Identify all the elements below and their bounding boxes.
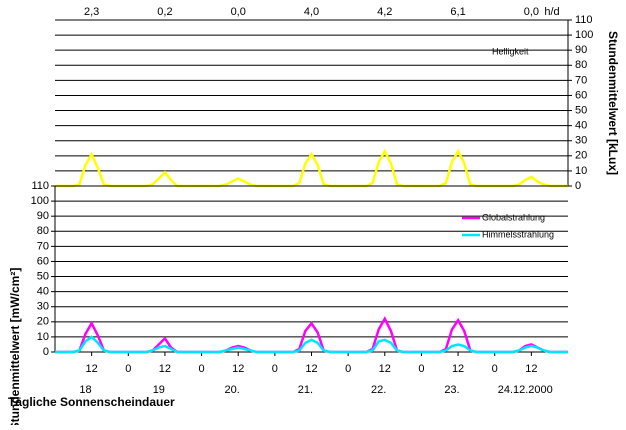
- x-tick-label: 12: [452, 363, 464, 375]
- sunshine-label: 2,3: [84, 6, 99, 18]
- y-tick-label: 0: [43, 346, 49, 358]
- x-tick-label: 12: [86, 363, 98, 375]
- y-tick-label: 50: [37, 270, 49, 282]
- day-label: 19: [153, 384, 165, 396]
- x-tick-label: 12: [159, 363, 171, 375]
- sunshine-label: 4,2: [377, 6, 392, 18]
- day-label: 24.12.2000: [498, 384, 553, 396]
- x-tick-label: 0: [199, 363, 205, 375]
- sunshine-label: 0,0: [231, 6, 246, 18]
- x-tick-label: 0: [345, 363, 351, 375]
- day-label: 22.: [371, 384, 386, 396]
- y-tick-label: 10: [37, 331, 49, 343]
- y-tick-label: 30: [37, 301, 49, 313]
- y-tick-label: 10: [575, 165, 587, 177]
- sunshine-label: 0,0: [524, 6, 539, 18]
- legend-label: Himmelsstrahlung: [482, 229, 554, 239]
- y-tick-label: 0: [575, 180, 581, 192]
- y-tick-label: 40: [575, 120, 587, 132]
- x-tick-label: 12: [232, 363, 244, 375]
- y-axis-label: Stundenmittelwert [mW/cm²]: [8, 268, 22, 425]
- x-tick-label: 0: [418, 363, 424, 375]
- y-tick-label: 90: [575, 44, 587, 56]
- x-tick-label: 12: [379, 363, 391, 375]
- x-axis-label: Tägliche Sonnenscheindauer: [8, 395, 175, 409]
- data-line: [55, 335, 568, 354]
- x-tick-label: 12: [305, 363, 317, 375]
- sunshine-label: 6,1: [450, 6, 465, 18]
- day-label: 21.: [298, 384, 313, 396]
- legend-label: Globalstrahlung: [482, 212, 545, 222]
- y-tick-label: 100: [31, 195, 49, 207]
- x-tick-label: 12: [525, 363, 537, 375]
- y-tick-label: 90: [37, 210, 49, 222]
- x-tick-label: 0: [272, 363, 278, 375]
- y-tick-label: 20: [575, 150, 587, 162]
- y-tick-label: 110: [575, 14, 593, 26]
- y-tick-label: 30: [575, 135, 587, 147]
- day-label: 20.: [224, 384, 239, 396]
- y-tick-label: 80: [37, 225, 49, 237]
- day-label: 18: [79, 384, 91, 396]
- x-tick-label: 0: [125, 363, 131, 375]
- y-tick-label: 50: [575, 104, 587, 116]
- day-label: 23.: [444, 384, 459, 396]
- y-tick-label: 100: [575, 29, 593, 41]
- sunshine-label: 4,0: [304, 6, 319, 18]
- y-tick-label: 60: [575, 89, 587, 101]
- y-tick-label: 70: [37, 240, 49, 252]
- y-tick-label: 80: [575, 59, 587, 71]
- y-tick-label: 110: [31, 180, 49, 192]
- sunshine-label: 0,2: [157, 6, 172, 18]
- y-tick-label: 40: [37, 286, 49, 298]
- y-tick-label: 20: [37, 316, 49, 328]
- y-tick-label: 70: [575, 74, 587, 86]
- x-tick-label: 0: [492, 363, 498, 375]
- y-axis-label: Stundenmittelwert [kLux]: [606, 31, 620, 175]
- sunshine-unit: h/d: [544, 6, 559, 18]
- y-tick-label: 60: [37, 255, 49, 267]
- legend-label: Helligkeit: [492, 46, 529, 56]
